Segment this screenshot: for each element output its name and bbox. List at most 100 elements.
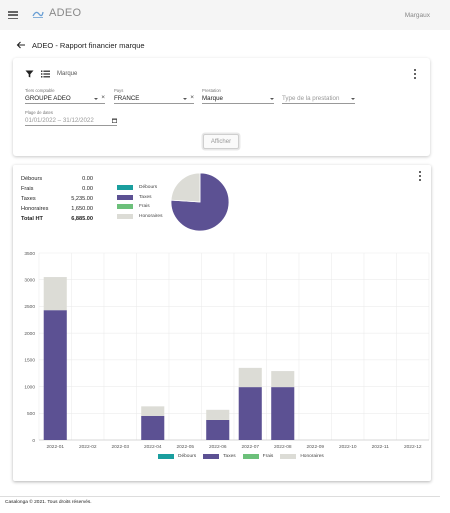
footer-divider <box>0 496 440 497</box>
footer-copyright: Casalonga © 2021. Tous droits réservés. <box>5 500 92 505</box>
pays-value: FRANCE <box>114 95 140 102</box>
summary-row: Débours 0.00 <box>21 174 93 184</box>
back-arrow-icon[interactable] <box>16 40 26 50</box>
tiers-label: Tiers comptable <box>25 88 55 93</box>
app-logo <box>32 11 44 18</box>
prestation-label: Prestation <box>202 88 221 93</box>
legend-item[interactable]: Taxes <box>203 454 236 459</box>
date-range-value: 01/01/2022 – 31/12/2022 <box>25 117 94 124</box>
y-tick-label: 1500 <box>24 358 35 364</box>
summary-label: Taxes <box>21 196 36 202</box>
pays-label: Pays <box>114 88 124 93</box>
bar-segment <box>141 406 165 416</box>
x-tick-label: 2022-06 <box>209 444 227 450</box>
legend-swatch <box>158 454 174 459</box>
y-tick-label: 1000 <box>24 384 35 390</box>
summary-table: Débours 0.00 Frais 0.00 Taxes 5,235.00 Hono… <box>21 174 93 224</box>
legend-label: Frais <box>262 454 274 459</box>
x-tick-label: 2022-04 <box>144 444 162 450</box>
bar-segment <box>271 371 295 388</box>
bar-segment <box>206 419 230 440</box>
summary-total-row: Total HT 6,885.00 <box>21 214 93 224</box>
legend-item[interactable]: Frais <box>117 202 162 212</box>
menu-icon[interactable] <box>8 11 18 19</box>
bar-segment <box>238 387 262 440</box>
summary-total-label: Total HT <box>21 216 43 222</box>
page-header: ADEO - Rapport financier marque <box>16 39 145 51</box>
legend-swatch <box>117 213 133 219</box>
x-tick-label: 2022-12 <box>404 444 422 450</box>
legend-item[interactable]: Débours <box>117 183 162 193</box>
bar-segment <box>271 387 295 440</box>
x-tick-label: 2022-03 <box>111 444 129 450</box>
legend-swatch <box>280 454 297 459</box>
summary-value: 5,235.00 <box>71 196 93 202</box>
x-tick-label: 2022-01 <box>46 444 64 450</box>
chevron-down-icon[interactable] <box>183 97 188 100</box>
afficher-button[interactable]: Afficher <box>203 134 239 149</box>
summary-label: Honoraires <box>21 206 49 212</box>
y-tick-label: 3500 <box>24 251 35 257</box>
legend-label: Taxes <box>223 454 236 459</box>
legend-item[interactable]: Débours <box>158 454 196 459</box>
y-tick-label: 2000 <box>24 331 35 337</box>
summary-row: Honoraires 1,650.00 <box>21 204 93 214</box>
y-tick-label: 3000 <box>24 278 35 284</box>
chart-svg: 0 500 1000 1500 2000 2500 3000 3500 2022-01 2022-… <box>24 172 430 450</box>
prestation-select[interactable]: Prestation Marque <box>202 88 274 104</box>
chevron-down-icon[interactable] <box>270 97 274 100</box>
clear-icon[interactable]: × <box>101 94 105 102</box>
calendar-icon[interactable] <box>112 118 117 123</box>
prestation-value: Marque <box>202 95 223 102</box>
x-tick-label: 2022-11 <box>372 444 390 450</box>
app-bar: ADEO Margaux <box>0 0 450 30</box>
bar-segment <box>43 277 67 311</box>
summary-row: Frais 0.00 <box>21 184 93 194</box>
filter-mode-label: Marque <box>57 71 78 77</box>
y-tick-label: 500 <box>27 411 35 417</box>
more-vert-icon[interactable] <box>418 171 422 181</box>
legend-swatch <box>117 204 133 210</box>
legend-label: Taxes <box>139 194 152 200</box>
tiers-select[interactable]: Tiers comptable GROUPE ADEO × <box>25 88 105 104</box>
date-range-field[interactable]: Plage de dates 01/01/2022 – 31/12/2022 <box>25 110 117 126</box>
chevron-down-icon[interactable] <box>351 97 355 100</box>
pays-select[interactable]: Pays FRANCE × <box>114 88 194 104</box>
app-title: ADEO <box>49 7 82 19</box>
legend-swatch <box>203 454 220 459</box>
bar-legend: Débours Taxes Frais Honoraires <box>158 454 331 459</box>
summary-total-value: 6,885.00 <box>71 216 93 222</box>
page-title: ADEO - Rapport financier marque <box>32 40 145 50</box>
x-tick-label: 2022-05 <box>176 444 194 450</box>
user-menu[interactable]: Margaux <box>404 12 430 19</box>
pie-legend: Débours Taxes Frais Honoraires <box>117 183 162 221</box>
legend-swatch <box>117 185 133 191</box>
bar-segment <box>206 409 230 420</box>
legend-label: Frais <box>139 204 150 210</box>
more-vert-icon[interactable] <box>413 69 417 79</box>
summary-value: 0.00 <box>82 186 93 192</box>
list-icon[interactable] <box>41 70 50 78</box>
type-prestation-placeholder: Type de la prestation <box>282 95 340 102</box>
y-tick-label: 0 <box>32 438 35 444</box>
x-tick-label: 2022-10 <box>339 444 357 450</box>
legend-item[interactable]: Frais <box>242 454 274 459</box>
date-range-label: Plage de dates <box>25 110 53 115</box>
pie-slice <box>170 172 201 203</box>
legend-item[interactable]: Taxes <box>117 193 162 203</box>
legend-swatch <box>242 454 259 459</box>
bar-segment <box>238 367 262 388</box>
legend-item[interactable]: Honoraires <box>117 212 162 222</box>
x-tick-label: 2022-07 <box>241 444 259 450</box>
clear-icon[interactable]: × <box>190 94 194 102</box>
legend-label: Débours <box>139 185 158 191</box>
bar-segment <box>43 310 67 440</box>
legend-item[interactable]: Honoraires <box>280 454 324 459</box>
filter-icon[interactable] <box>25 70 34 78</box>
type-prestation-select[interactable]: Type de la prestation <box>282 88 355 104</box>
tiers-value: GROUPE ADEO <box>25 95 71 102</box>
legend-label: Débours <box>178 454 197 459</box>
x-tick-label: 2022-02 <box>79 444 97 450</box>
chevron-down-icon[interactable] <box>94 97 99 100</box>
legend-label: Honoraires <box>139 213 163 219</box>
